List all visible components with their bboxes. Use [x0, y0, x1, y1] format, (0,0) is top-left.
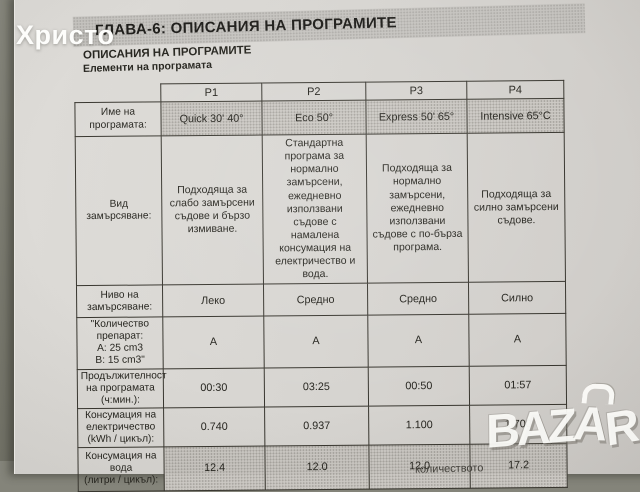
chapter-heading: ГЛАВА-6: ОПИСАНИЯ НА ПРОГРАМИТЕ — [94, 14, 398, 40]
row-label: Консумация на вода (литри / цикъл): — [77, 446, 165, 492]
cell-value: Силно — [468, 281, 566, 315]
cell-value: 00:30 — [163, 367, 265, 408]
cell-value: 12.0 — [264, 444, 370, 490]
seller-name-watermark: Христо — [16, 20, 115, 50]
cell-value: Подходяща за силно замърсени съдове. — [467, 132, 566, 283]
cell-value: Eco 50° — [261, 100, 367, 136]
cell-value: A — [367, 314, 470, 367]
bazar-logo-text: R — [602, 398, 639, 456]
cell-value: 0.937 — [264, 405, 369, 446]
cell-value: 12.4 — [163, 445, 266, 491]
column-header: P3 — [365, 81, 467, 101]
cell-value: Леко — [162, 284, 264, 318]
column-header: P1 — [160, 83, 262, 102]
cell-value: 00:50 — [368, 365, 470, 406]
row-label: Ниво на замърсяване: — [76, 285, 163, 319]
row-label: Продължителност на програмата (ч:мин.): — [77, 368, 167, 409]
table-row: "Количество препарат: A: 25 cm3 B: 15 cm… — [76, 313, 567, 370]
cell-value: Средно — [367, 282, 469, 316]
bazar-logo-watermark: BAZ AR — [485, 383, 639, 458]
column-header: P4 — [466, 80, 564, 100]
cell-value: 1.100 — [368, 404, 470, 445]
cell-value: A — [263, 315, 369, 368]
cell-value: Стандартна програма за нормално замърсен… — [262, 134, 368, 285]
bazar-logo-text: BAZ — [485, 397, 574, 458]
cell-value: Quick 30' 40° — [160, 101, 263, 136]
row-label: Вид замърсяване: — [75, 135, 163, 287]
cell-value: A — [162, 316, 265, 369]
footnote-fragment: количеството — [414, 462, 484, 476]
cell-value: 03:25 — [264, 366, 369, 407]
cell-value: Подходяща за нормално замърсени, ежеднев… — [366, 133, 469, 284]
cell-value: A — [468, 313, 567, 366]
cell-value: Средно — [263, 283, 368, 317]
cell-value: 0.740 — [163, 406, 265, 447]
table-row: Име на програмата: Quick 30' 40° Eco 50° Ex… — [74, 98, 565, 137]
scanned-manual-page: ГЛАВА-6: ОПИСАНИЯ НА ПРОГРАМИТЕ ОПИСАНИЯ… — [14, 0, 640, 492]
column-header: P2 — [261, 82, 366, 102]
table-row: Ниво на замърсяване: Леко Средно Средно Силн… — [76, 281, 566, 319]
chapter-heading-bar: ГЛАВА-6: ОПИСАНИЯ НА ПРОГРАМИТЕ — [72, 3, 586, 47]
table-corner-empty — [75, 84, 161, 103]
row-label: "Количество препарат: A: 25 cm3 B: 15 cm… — [76, 317, 164, 370]
table-row: Вид замърсяване: Подходяща за слабо замър… — [75, 132, 566, 287]
cell-value: Подходяща за слабо замърсени съдове и бъ… — [161, 135, 264, 286]
row-label: Име на програмата: — [74, 101, 162, 137]
cell-value: Intensive 65°C — [466, 98, 565, 134]
row-label: Консумация на електричество (kWh / цикъл… — [77, 407, 164, 448]
section-subtitle: Елементи на програмата — [82, 58, 213, 76]
cell-value: Express 50' 65° — [365, 99, 468, 135]
